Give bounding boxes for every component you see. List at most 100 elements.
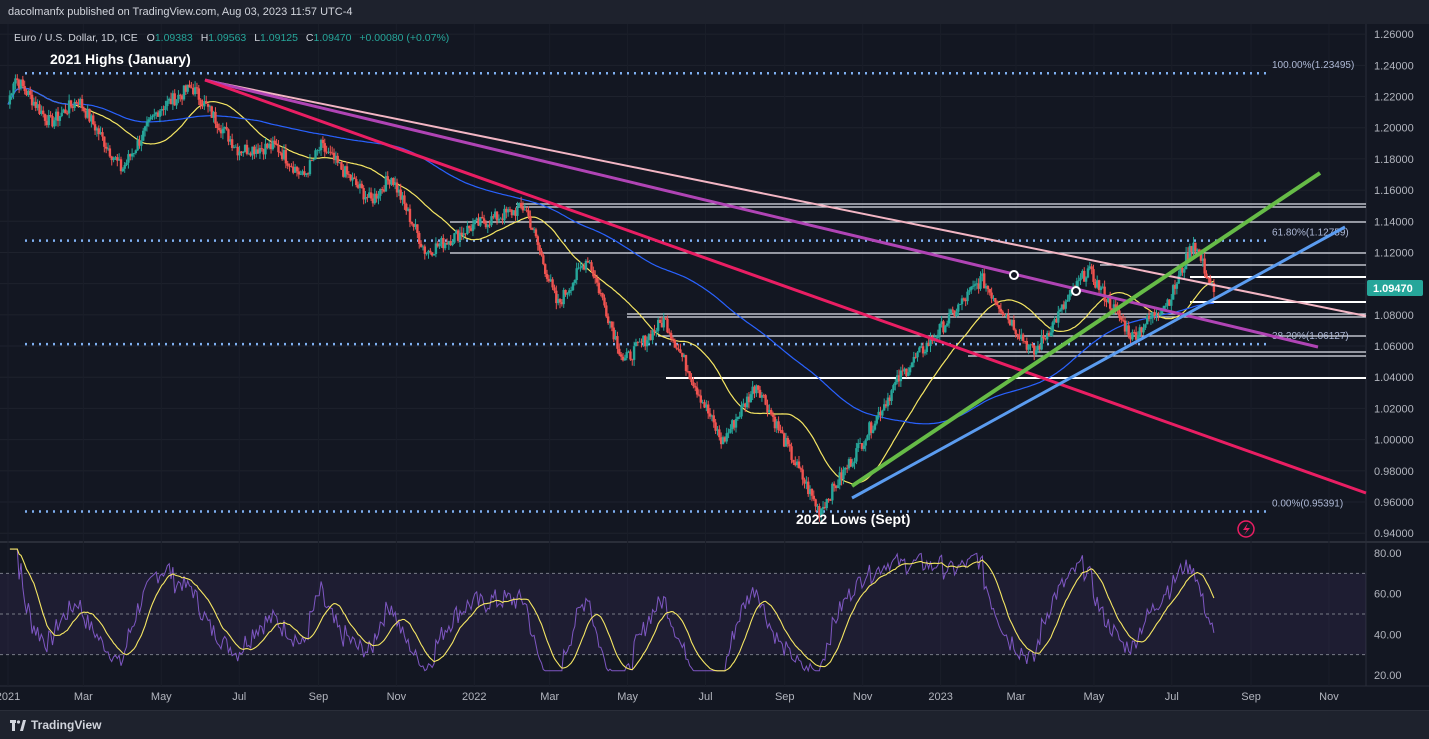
- candle[interactable]: [427, 249, 430, 259]
- candle[interactable]: [1064, 299, 1067, 313]
- candle[interactable]: [760, 392, 764, 402]
- candle[interactable]: [814, 498, 817, 512]
- candle[interactable]: [288, 163, 291, 172]
- candle[interactable]: [1103, 280, 1106, 307]
- candle[interactable]: [201, 99, 204, 109]
- fibonacci-levels[interactable]: 100.00%(1.23495) 61.80%(1.12759) 38.20%(1.…: [25, 60, 1354, 513]
- candle[interactable]: [177, 90, 180, 104]
- candle[interactable]: [921, 342, 925, 358]
- candle[interactable]: [718, 425, 721, 441]
- candle[interactable]: [462, 227, 465, 240]
- candle[interactable]: [708, 408, 712, 420]
- candle[interactable]: [366, 194, 369, 203]
- candle[interactable]: [855, 442, 858, 465]
- candle[interactable]: [827, 498, 830, 503]
- candle[interactable]: [519, 196, 523, 210]
- candle[interactable]: [143, 125, 147, 137]
- candle[interactable]: [303, 165, 306, 177]
- candle[interactable]: [688, 371, 691, 380]
- candle[interactable]: [1077, 275, 1080, 287]
- candle[interactable]: [216, 121, 219, 134]
- candle[interactable]: [399, 183, 402, 204]
- candle[interactable]: [251, 146, 254, 160]
- candle[interactable]: [208, 104, 212, 112]
- candle[interactable]: [605, 302, 608, 319]
- candle[interactable]: [886, 392, 890, 411]
- candle[interactable]: [49, 111, 52, 118]
- candle[interactable]: [599, 289, 602, 297]
- candle[interactable]: [451, 239, 454, 247]
- candle[interactable]: [1086, 265, 1090, 279]
- candle[interactable]: [1164, 303, 1167, 310]
- candle[interactable]: [327, 147, 330, 155]
- candle[interactable]: [671, 336, 675, 343]
- candle[interactable]: [738, 411, 741, 420]
- candle[interactable]: [27, 89, 30, 97]
- candle[interactable]: [221, 122, 225, 140]
- candle[interactable]: [269, 138, 273, 154]
- candle[interactable]: [707, 400, 710, 419]
- candle[interactable]: [862, 441, 866, 452]
- candle[interactable]: [323, 138, 326, 157]
- candle[interactable]: [1183, 266, 1186, 279]
- candle[interactable]: [1081, 269, 1084, 279]
- candle[interactable]: [775, 419, 778, 434]
- candle[interactable]: [249, 151, 252, 157]
- candle[interactable]: [1033, 345, 1036, 361]
- candle[interactable]: [1166, 298, 1169, 310]
- candle[interactable]: [92, 112, 95, 126]
- candle[interactable]: [879, 406, 882, 422]
- price-chart[interactable]: 1.26000 1.24000 1.22000 1.20000 1.18000 1.160…: [0, 24, 1429, 710]
- candle[interactable]: [597, 277, 601, 295]
- candle[interactable]: [966, 288, 969, 305]
- candle[interactable]: [230, 133, 234, 151]
- candle[interactable]: [897, 369, 901, 387]
- candle[interactable]: [1053, 316, 1056, 325]
- candle[interactable]: [56, 107, 60, 127]
- candle[interactable]: [166, 95, 169, 111]
- candle[interactable]: [119, 156, 123, 175]
- candle[interactable]: [505, 206, 508, 219]
- candle[interactable]: [1014, 328, 1017, 338]
- candle[interactable]: [1157, 311, 1160, 321]
- candle[interactable]: [292, 161, 295, 175]
- candle[interactable]: [1008, 319, 1012, 326]
- candle[interactable]: [14, 74, 17, 90]
- candle[interactable]: [430, 252, 434, 257]
- candle[interactable]: [864, 438, 867, 452]
- candle[interactable]: [347, 171, 351, 179]
- candle[interactable]: [751, 380, 754, 401]
- candle[interactable]: [686, 364, 690, 374]
- candle[interactable]: [938, 323, 941, 341]
- candle[interactable]: [1097, 279, 1101, 294]
- candle[interactable]: [677, 343, 680, 352]
- candle[interactable]: [1155, 309, 1158, 322]
- candle[interactable]: [319, 138, 323, 156]
- symbol-legend[interactable]: Euro / U.S. Dollar, 1D, ICE O1.09383 H1.…: [14, 32, 449, 44]
- candle[interactable]: [164, 100, 167, 116]
- candle[interactable]: [1060, 304, 1064, 314]
- candle[interactable]: [992, 295, 995, 302]
- candle[interactable]: [225, 122, 228, 131]
- candle[interactable]: [136, 135, 139, 152]
- candle[interactable]: [656, 317, 660, 334]
- candle[interactable]: [1012, 315, 1016, 331]
- candle[interactable]: [579, 261, 582, 272]
- candle[interactable]: [314, 148, 317, 160]
- candle[interactable]: [380, 186, 384, 194]
- candle[interactable]: [558, 298, 562, 309]
- candle[interactable]: [1158, 310, 1162, 317]
- candle[interactable]: [312, 158, 315, 162]
- candle[interactable]: [353, 173, 356, 180]
- candle[interactable]: [79, 97, 82, 109]
- candle[interactable]: [1121, 313, 1125, 323]
- candle[interactable]: [723, 436, 727, 443]
- candle[interactable]: [803, 477, 806, 489]
- candle[interactable]: [584, 259, 588, 273]
- candle[interactable]: [38, 100, 41, 116]
- candle[interactable]: [40, 105, 43, 116]
- candle[interactable]: [247, 147, 251, 155]
- candle[interactable]: [267, 140, 271, 150]
- ma200-line[interactable]: [7, 87, 1214, 425]
- candle[interactable]: [243, 144, 247, 153]
